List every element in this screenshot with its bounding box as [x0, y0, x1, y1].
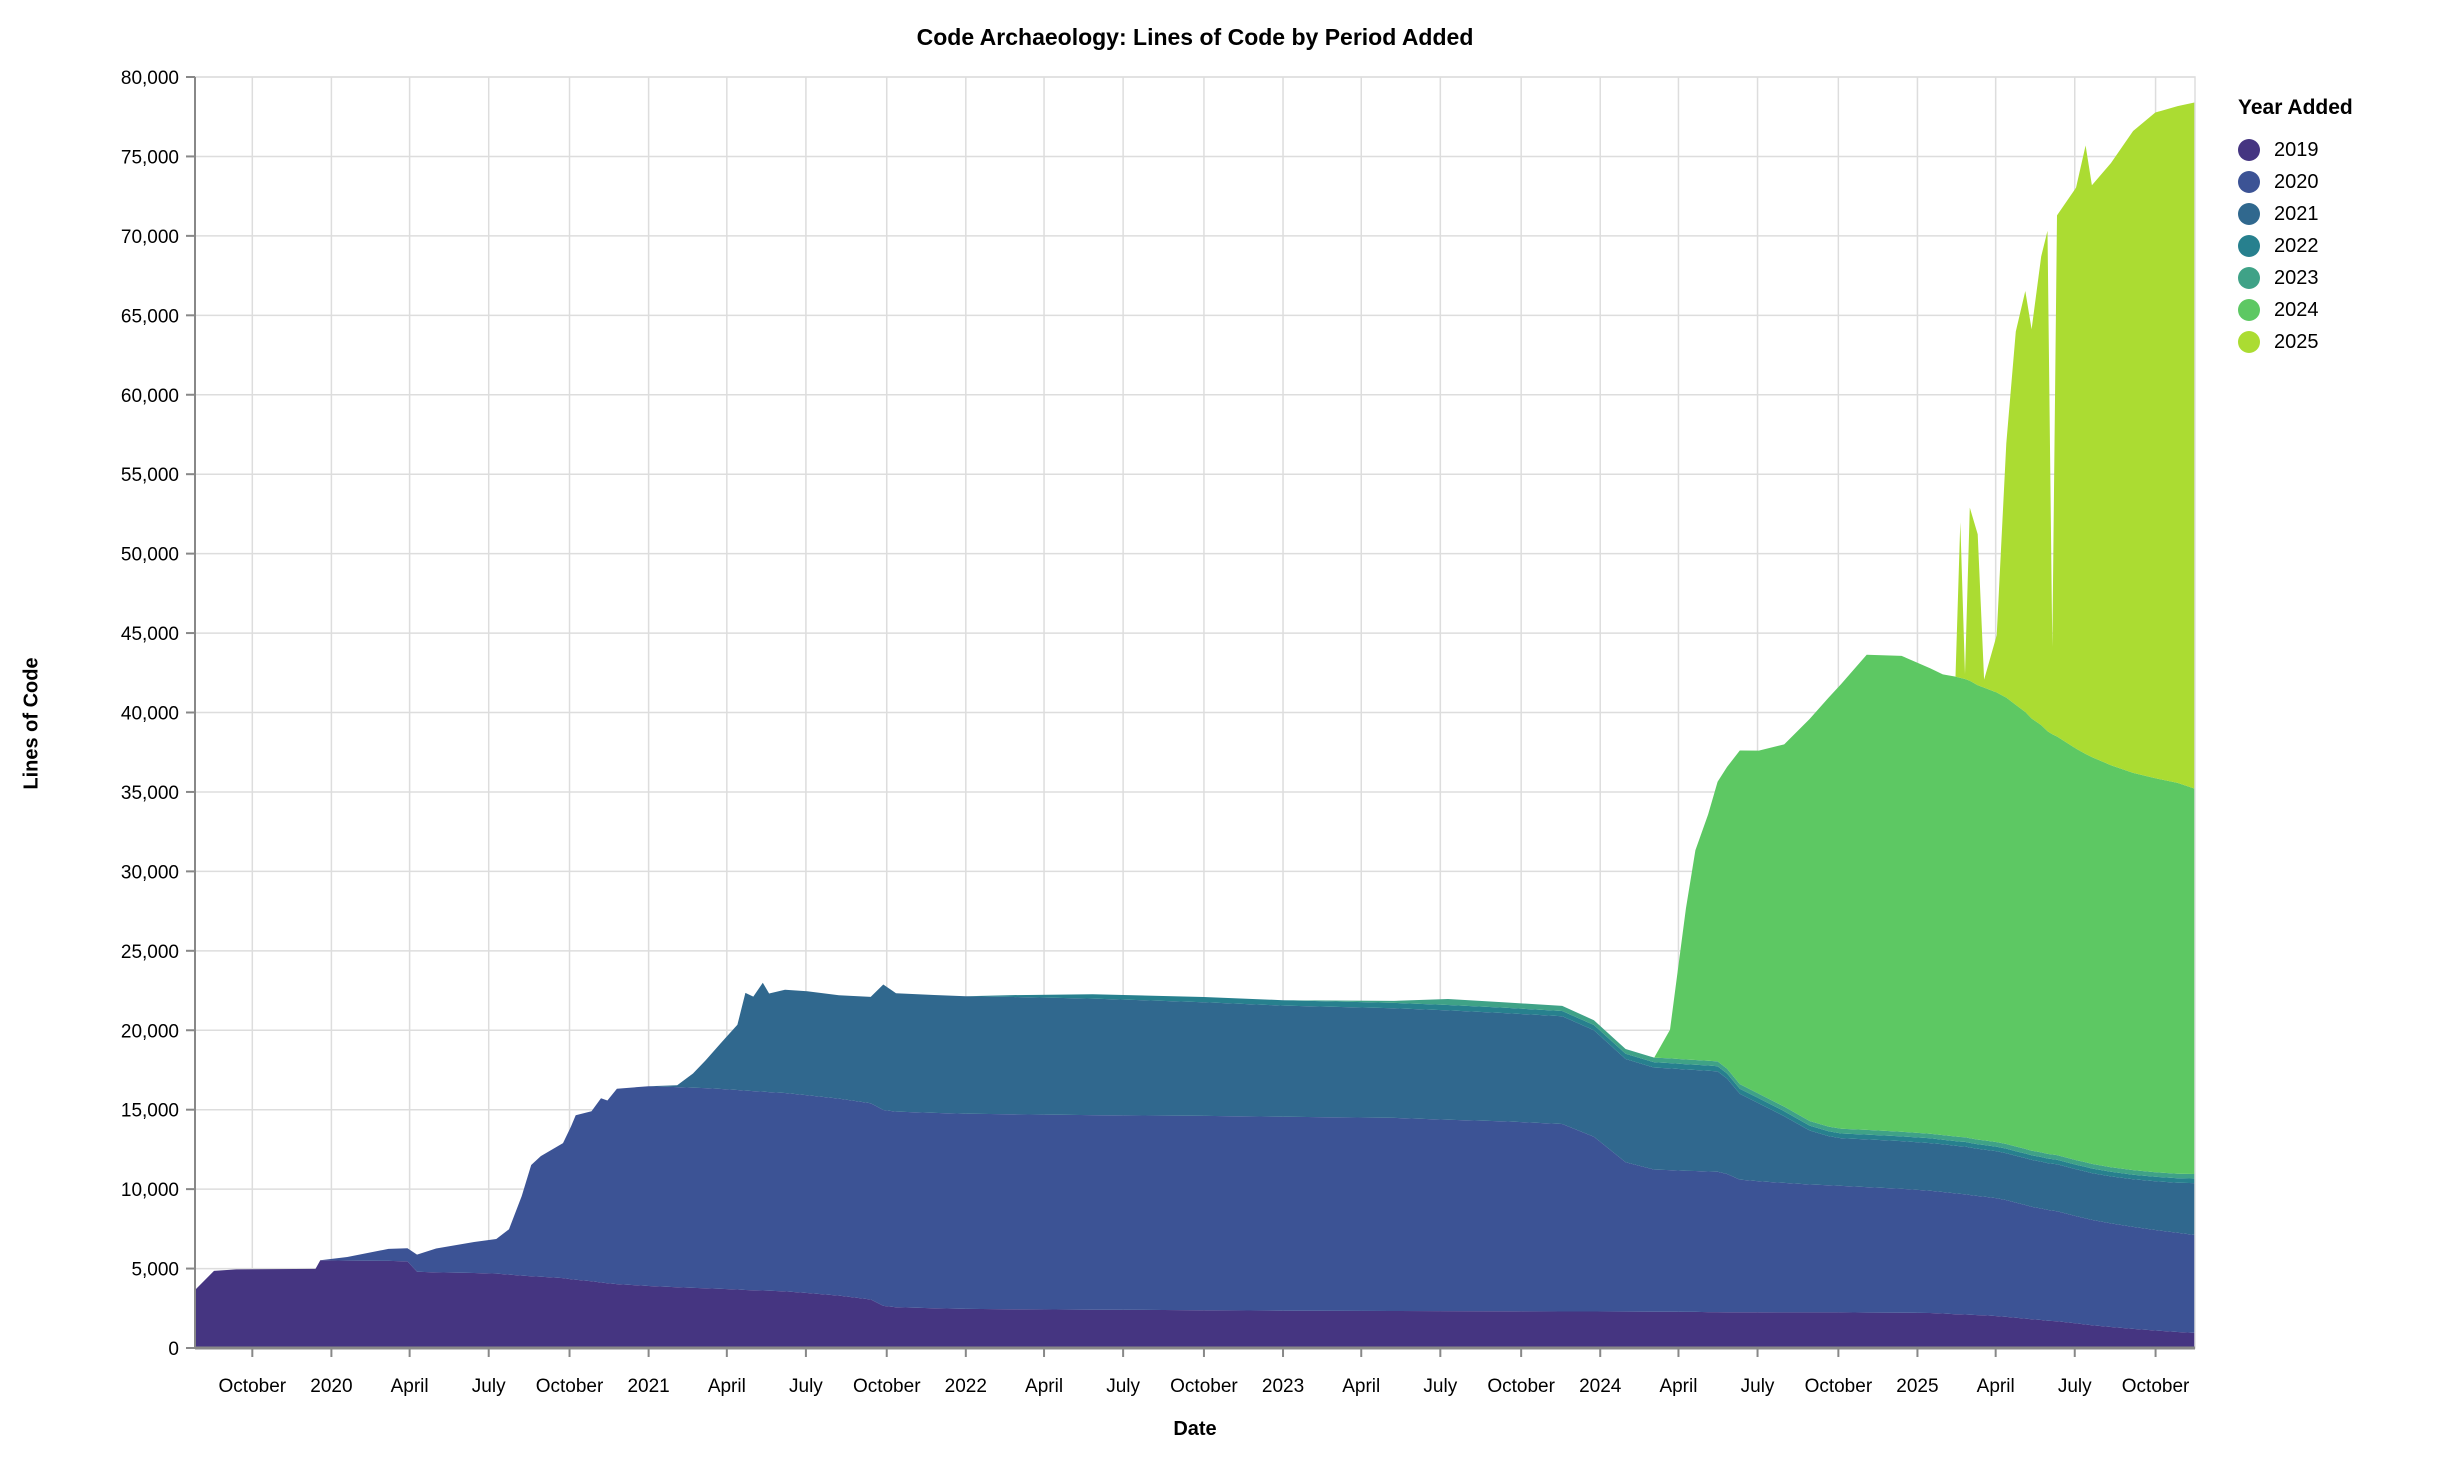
x-tick-label: July	[2058, 1376, 2092, 1397]
x-tick-label: October	[1487, 1376, 1555, 1397]
legend-item-2021[interactable]: 2021	[2238, 198, 2353, 230]
x-tick-label: 2020	[310, 1376, 352, 1397]
legend-item-label: 2023	[2274, 266, 2319, 289]
area-2019	[195, 1260, 2195, 1348]
x-tick-label: 2025	[1896, 1376, 1938, 1397]
x-tick-label: April	[1659, 1376, 1697, 1397]
x-tick-label: April	[708, 1376, 746, 1397]
area-2021	[195, 982, 2195, 1290]
x-tick-label: July	[472, 1376, 506, 1397]
legend-item-2025[interactable]: 2025	[2238, 326, 2353, 358]
legend-item-label: 2025	[2274, 330, 2319, 353]
y-tick-label: 80,000	[121, 68, 179, 89]
legend-item-label: 2021	[2274, 202, 2319, 225]
legend-swatch-icon	[2238, 331, 2260, 353]
legend-item-2022[interactable]: 2022	[2238, 230, 2353, 262]
legend-item-label: 2022	[2274, 234, 2319, 257]
legend-swatch-icon	[2238, 139, 2260, 161]
x-tick-label: July	[1106, 1376, 1140, 1397]
x-tick-label: October	[219, 1376, 287, 1397]
area-2024	[195, 654, 2195, 1290]
x-tick-label: October	[536, 1376, 604, 1397]
y-tick-label: 65,000	[121, 306, 179, 327]
x-tick-label: October	[853, 1376, 921, 1397]
legend: Year Added 2019 2020 2021 2022 2023 2024 2025	[2238, 96, 2353, 358]
legend-item-2023[interactable]: 2023	[2238, 262, 2353, 294]
legend-swatch-icon	[2238, 267, 2260, 289]
y-tick-label: 50,000	[121, 545, 179, 566]
y-tick-label: 20,000	[121, 1021, 179, 1042]
x-tick-label: April	[1342, 1376, 1380, 1397]
y-tick-label: 5,000	[131, 1260, 179, 1281]
y-tick-label: 70,000	[121, 227, 179, 248]
legend-item-label: 2020	[2274, 170, 2319, 193]
legend-title: Year Added	[2238, 96, 2353, 119]
x-tick-label: July	[1423, 1376, 1457, 1397]
x-tick-label: October	[2122, 1376, 2190, 1397]
legend-item-2024[interactable]: 2024	[2238, 294, 2353, 326]
area-2020	[195, 1086, 2195, 1333]
x-tick-label: July	[1741, 1376, 1775, 1397]
legend-swatch-icon	[2238, 299, 2260, 321]
y-tick-label: 45,000	[121, 624, 179, 645]
y-tick-label: 40,000	[121, 704, 179, 725]
y-tick-label: 60,000	[121, 386, 179, 407]
x-tick-label: April	[1977, 1376, 2015, 1397]
legend-item-label: 2019	[2274, 138, 2319, 161]
y-tick-label: 55,000	[121, 465, 179, 486]
legend-swatch-icon	[2238, 203, 2260, 225]
chart-title: Code Archaeology: Lines of Code by Perio…	[916, 24, 1474, 50]
x-tick-label: 2023	[1262, 1376, 1304, 1397]
legend-items: 2019 2020 2021 2022 2023 2024 2025	[2238, 134, 2353, 358]
y-tick-label: 15,000	[121, 1101, 179, 1122]
x-tick-label: 2024	[1579, 1376, 1622, 1397]
x-tick-label: 2021	[627, 1376, 669, 1397]
x-tick-label: October	[1805, 1376, 1873, 1397]
legend-item-2019[interactable]: 2019	[2238, 134, 2353, 166]
legend-item-2020[interactable]: 2020	[2238, 166, 2353, 198]
y-tick-label: 75,000	[121, 147, 179, 168]
y-tick-label: 25,000	[121, 942, 179, 963]
x-tick-label: October	[1170, 1376, 1238, 1397]
y-tick-label: 35,000	[121, 783, 179, 804]
x-tick-label: 2022	[945, 1376, 987, 1397]
y-tick-label: 10,000	[121, 1180, 179, 1201]
x-tick-label: July	[789, 1376, 823, 1397]
x-axis-title: Date	[1173, 1418, 1217, 1440]
x-tick-label: April	[1025, 1376, 1063, 1397]
y-tick-label: 0	[168, 1339, 179, 1360]
legend-item-label: 2024	[2274, 298, 2319, 321]
legend-swatch-icon	[2238, 235, 2260, 257]
x-tick-label: April	[391, 1376, 429, 1397]
y-tick-label: 30,000	[121, 862, 179, 883]
legend-swatch-icon	[2238, 171, 2260, 193]
y-axis-title: Lines of Code	[20, 657, 43, 790]
